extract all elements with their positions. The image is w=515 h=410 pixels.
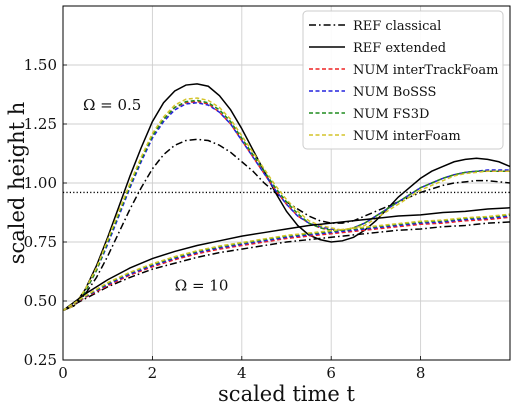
series-lines xyxy=(63,83,510,312)
series-line-ref-extended xyxy=(63,207,510,312)
series-line-num-bosss xyxy=(63,215,510,312)
legend: REF classical REF extended NUM interTrackF… xyxy=(302,10,504,150)
y-tick-label: 1.50 xyxy=(24,56,57,74)
legend-box xyxy=(302,10,504,150)
y-axis-ticks: 0.25 0.50 0.75 1.00 1.25 1.50 xyxy=(24,56,67,369)
annotation-label: Ω = 0.5 xyxy=(83,96,141,114)
annotation-label: Ω = 10 xyxy=(175,276,229,294)
x-tick-label: 8 xyxy=(416,364,426,382)
x-tick-label: 6 xyxy=(326,364,336,382)
series-line-num-bosss xyxy=(63,102,510,312)
legend-entry: REF classical xyxy=(353,19,441,34)
series-line-ref-classical xyxy=(63,138,510,312)
series-line-num-interfoam xyxy=(63,213,510,312)
x-tick-label: 4 xyxy=(237,364,247,382)
y-tick-label: 0.25 xyxy=(24,351,57,369)
y-tick-label: 0.50 xyxy=(24,292,57,310)
annotations: Ω = 0.5 Ω = 10 xyxy=(83,96,228,295)
series-line-num-intertrackfoam xyxy=(63,216,510,312)
series-line-ref-classical xyxy=(63,221,510,312)
y-axis-label: scaled height h xyxy=(5,102,29,265)
legend-entry: NUM FS3D xyxy=(353,107,429,122)
series-line-ref-extended xyxy=(63,83,510,312)
y-tick-label: 0.75 xyxy=(24,233,57,251)
legend-entry: REF extended xyxy=(353,41,446,56)
series-line-num-interfoam xyxy=(63,97,510,312)
x-tick-label: 2 xyxy=(148,364,158,382)
x-axis-label: scaled time t xyxy=(218,382,355,406)
legend-entry: NUM BoSSS xyxy=(353,85,436,100)
y-tick-label: 1.00 xyxy=(24,174,57,192)
y-tick-label: 1.25 xyxy=(24,115,57,133)
legend-entry: NUM interFoam xyxy=(353,129,461,144)
legend-entry: NUM interTrackFoam xyxy=(353,63,498,78)
x-axis-ticks: 0 2 4 6 8 xyxy=(58,356,425,382)
series-line-num-fs3d xyxy=(63,99,510,312)
x-tick-label: 0 xyxy=(58,364,68,382)
